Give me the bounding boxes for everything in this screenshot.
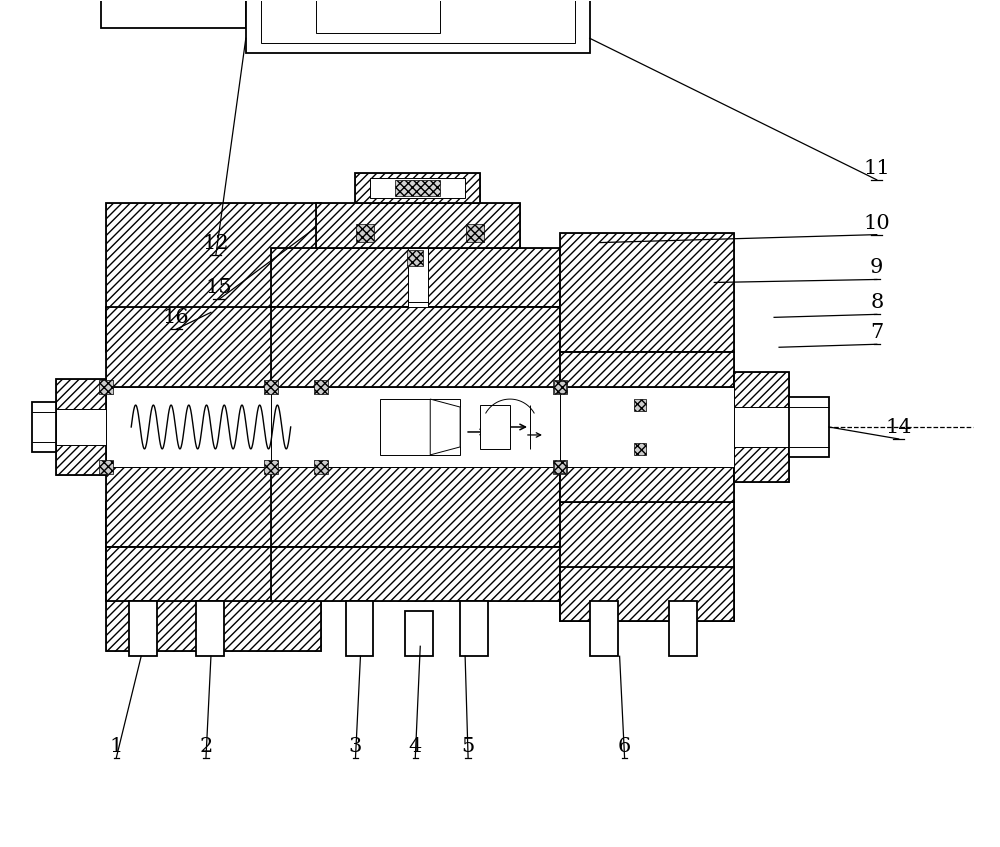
Bar xyxy=(560,233,734,352)
Bar xyxy=(408,247,428,307)
Bar xyxy=(101,0,246,28)
Bar xyxy=(106,307,321,387)
Bar xyxy=(553,460,567,473)
Bar xyxy=(106,501,321,651)
Bar xyxy=(264,380,278,394)
Bar xyxy=(560,233,734,352)
Text: 11: 11 xyxy=(863,158,890,178)
Text: 12: 12 xyxy=(203,234,229,252)
Bar xyxy=(106,546,321,601)
Bar xyxy=(271,387,560,467)
Bar xyxy=(99,460,113,473)
Bar xyxy=(271,467,560,546)
Bar xyxy=(106,501,321,651)
Bar xyxy=(554,461,566,473)
Polygon shape xyxy=(430,399,460,455)
Bar xyxy=(560,467,734,501)
Bar xyxy=(355,173,480,202)
Bar xyxy=(554,381,566,393)
Bar xyxy=(271,247,560,307)
Bar xyxy=(346,601,373,656)
Bar xyxy=(634,443,646,455)
Bar xyxy=(106,546,321,601)
Bar xyxy=(271,307,560,387)
Bar xyxy=(314,460,328,473)
Bar xyxy=(271,307,560,387)
Text: 7: 7 xyxy=(870,324,883,342)
Text: 16: 16 xyxy=(163,308,189,327)
Bar xyxy=(669,601,697,656)
Text: 14: 14 xyxy=(885,418,912,437)
Polygon shape xyxy=(32,402,56,452)
Bar xyxy=(316,0,440,33)
Bar xyxy=(355,173,480,202)
Bar xyxy=(106,202,321,352)
Text: 9: 9 xyxy=(870,258,883,278)
Bar xyxy=(407,250,423,265)
Bar xyxy=(316,202,520,247)
Bar xyxy=(56,409,106,445)
Bar xyxy=(560,387,734,467)
Polygon shape xyxy=(789,397,829,457)
Bar xyxy=(560,567,734,622)
Bar xyxy=(370,178,465,197)
Bar xyxy=(314,380,328,394)
Bar xyxy=(560,467,734,501)
Polygon shape xyxy=(480,405,510,449)
Bar xyxy=(106,467,321,546)
Bar xyxy=(380,399,460,455)
Bar xyxy=(271,247,560,307)
Bar xyxy=(466,224,484,241)
Bar xyxy=(196,601,224,656)
Bar xyxy=(264,460,278,473)
Text: 15: 15 xyxy=(206,279,232,297)
Bar xyxy=(316,202,520,247)
Bar xyxy=(106,467,321,546)
Bar xyxy=(560,352,734,387)
Text: 3: 3 xyxy=(349,737,362,756)
Text: 1: 1 xyxy=(110,737,123,756)
Bar xyxy=(271,467,560,546)
Bar xyxy=(560,352,734,387)
Bar xyxy=(560,501,734,622)
Polygon shape xyxy=(56,379,106,475)
Text: 6: 6 xyxy=(618,737,631,756)
Bar xyxy=(271,546,560,601)
Bar xyxy=(99,380,113,394)
Bar xyxy=(734,407,789,447)
Bar xyxy=(634,399,646,411)
Bar xyxy=(129,601,157,656)
Bar xyxy=(560,567,734,622)
Bar xyxy=(356,224,374,241)
Bar xyxy=(560,501,734,622)
Text: 10: 10 xyxy=(863,213,890,233)
Text: 4: 4 xyxy=(409,737,422,756)
Bar xyxy=(271,546,560,601)
Bar xyxy=(106,387,321,467)
Bar xyxy=(106,202,321,352)
Bar xyxy=(395,180,440,196)
Bar xyxy=(460,601,488,656)
Text: 5: 5 xyxy=(461,737,475,756)
Bar xyxy=(246,0,590,53)
Bar xyxy=(261,0,575,43)
Bar xyxy=(106,307,321,387)
Polygon shape xyxy=(734,372,789,482)
Text: 2: 2 xyxy=(199,737,213,756)
Bar xyxy=(553,380,567,394)
Bar xyxy=(590,601,618,656)
Text: 8: 8 xyxy=(870,293,883,313)
Bar xyxy=(405,612,433,656)
